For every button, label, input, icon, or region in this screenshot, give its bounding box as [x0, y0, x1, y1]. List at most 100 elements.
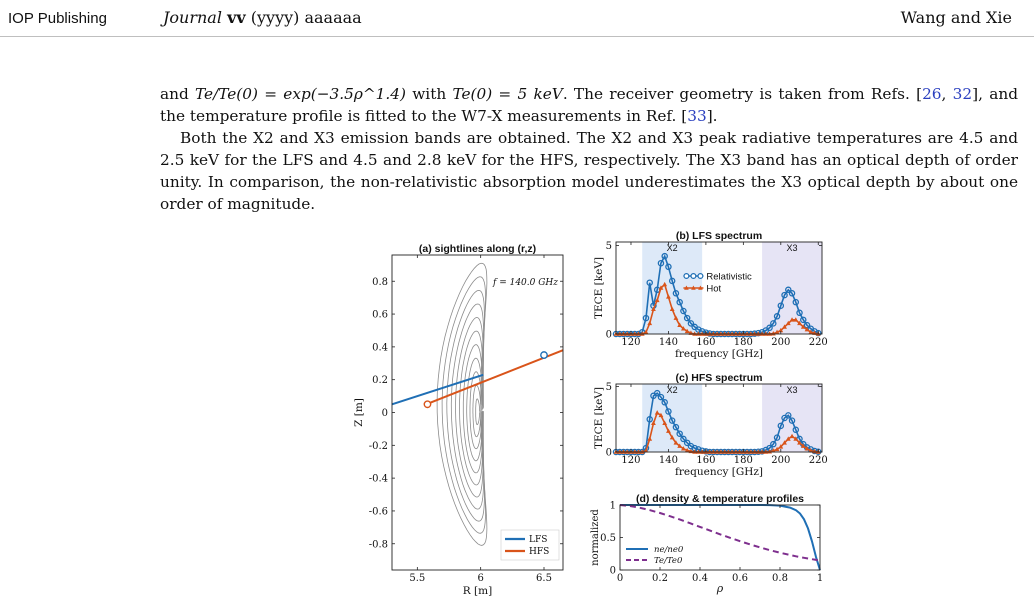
flux-surface [446, 289, 485, 522]
data-point-hot [643, 329, 649, 335]
legend-marker [684, 285, 689, 290]
data-point-hot [755, 331, 761, 336]
y-tick-label: 0.8 [372, 277, 388, 288]
data-point-relativistic [620, 448, 627, 456]
paragraph-2: Both the X2 and X3 emission bands are ob… [160, 127, 1018, 215]
data-point-relativistic [803, 321, 811, 329]
x-tick-label: 6.5 [536, 573, 552, 584]
data-point-relativistic [777, 302, 785, 309]
data-point-hot [684, 328, 690, 334]
data-point-hot [808, 329, 814, 335]
chart-title: (b) LFS spectrum [676, 230, 762, 242]
citation-link[interactable]: 33 [687, 107, 707, 125]
data-point-hot [707, 331, 713, 336]
y-tick-label: 5 [606, 241, 612, 252]
series-hot [616, 283, 819, 335]
data-point-hot [666, 294, 671, 299]
data-point-hot [797, 320, 802, 326]
flux-contours [436, 262, 488, 546]
data-point-hot [624, 449, 630, 454]
chart-sightlines: 5.5 6 6.5 -0.8 -0.6 -0.4 -0.2 0 0.2 0.4 0.6 0.8 (a) … [353, 243, 564, 597]
journal-volume: vv [227, 8, 246, 27]
legend-label: Relativistic [706, 272, 752, 283]
data-point-hot [770, 448, 776, 453]
series-relativistic [616, 392, 819, 453]
data-point-hot [759, 449, 765, 454]
data-point-relativistic [725, 448, 732, 456]
publisher-name: IOP Publishing [8, 10, 107, 27]
data-point-relativistic [732, 448, 740, 456]
data-point-relativistic [668, 277, 676, 285]
legend-marker [683, 273, 690, 280]
data-point-hot [658, 285, 664, 290]
data-point-relativistic [702, 448, 710, 455]
x-axis-label: frequency [GHz] [675, 348, 763, 360]
data-point-relativistic [792, 426, 800, 434]
data-point-hot [767, 331, 772, 336]
x-tick-label: 0.2 [652, 573, 668, 584]
data-point-relativistic [800, 316, 807, 324]
band-label: X2 [667, 243, 678, 253]
data-point-relativistic [762, 327, 770, 334]
citation-link[interactable]: 32 [952, 85, 973, 103]
data-point-hot [677, 322, 683, 327]
data-point-hot [699, 449, 705, 454]
data-point-relativistic [815, 448, 822, 455]
data-point-relativistic [680, 307, 687, 315]
data-point-relativistic [661, 252, 668, 260]
band-x3 [762, 384, 822, 452]
data-point-hot [632, 331, 638, 336]
y-tick-label: 1 [610, 501, 616, 512]
data-point-hot [804, 326, 810, 332]
data-point-relativistic [785, 286, 792, 294]
band-label: X2 [667, 385, 678, 395]
data-point-relativistic [713, 448, 721, 456]
paragraph-1: and Te/Te(0) = exp(−3.5ρ^1.4) with Te(0)… [160, 85, 1018, 125]
flux-surface [459, 330, 484, 486]
citation-link[interactable]: 26 [922, 85, 942, 103]
data-point-hot [737, 449, 742, 454]
data-point-relativistic [755, 329, 762, 337]
data-point-hot [789, 433, 795, 439]
x-tick-label: 1 [817, 573, 823, 584]
data-point-relativistic [803, 444, 811, 451]
data-point-relativistic [815, 329, 822, 337]
data-point-relativistic [672, 423, 680, 431]
series-hot [616, 411, 819, 453]
data-point-relativistic [710, 330, 717, 338]
data-point-relativistic [687, 442, 695, 450]
data-point-hot [793, 317, 799, 322]
data-point-relativistic [740, 330, 747, 338]
data-point-hot [628, 449, 634, 454]
legend-marker [698, 285, 703, 290]
legend-label: HFS [529, 547, 549, 557]
data-point-hot [722, 449, 728, 454]
data-point-hot [778, 444, 784, 449]
y-tick-label: 0.4 [372, 342, 388, 353]
data-point-relativistic [698, 447, 706, 454]
y-tick-label: 0 [382, 408, 388, 419]
text-run: ], [972, 85, 983, 103]
data-point-hot [763, 331, 769, 336]
series-te [619, 504, 821, 562]
flux-surface [450, 303, 484, 510]
data-point-hot [797, 440, 802, 445]
data-point-hot [782, 440, 787, 445]
data-point-relativistic [691, 323, 698, 331]
data-point-relativistic [650, 302, 657, 309]
data-point-hot [733, 449, 739, 454]
data-point-hot [654, 297, 660, 303]
x-tick-label: 6 [477, 573, 483, 584]
axes-frame [615, 383, 823, 453]
data-point-hot [740, 449, 746, 454]
data-point-relativistic [807, 446, 815, 453]
data-point-hot [632, 449, 638, 454]
flux-surface [462, 344, 484, 474]
y-tick-label: -0.2 [369, 441, 388, 452]
x-tick-label: 160 [696, 337, 715, 348]
journal-name: Journal [163, 8, 222, 27]
data-point-hot [662, 281, 668, 287]
data-point-relativistic [740, 448, 747, 456]
data-point-relativistic [612, 330, 620, 338]
data-point-relativistic [758, 448, 766, 455]
